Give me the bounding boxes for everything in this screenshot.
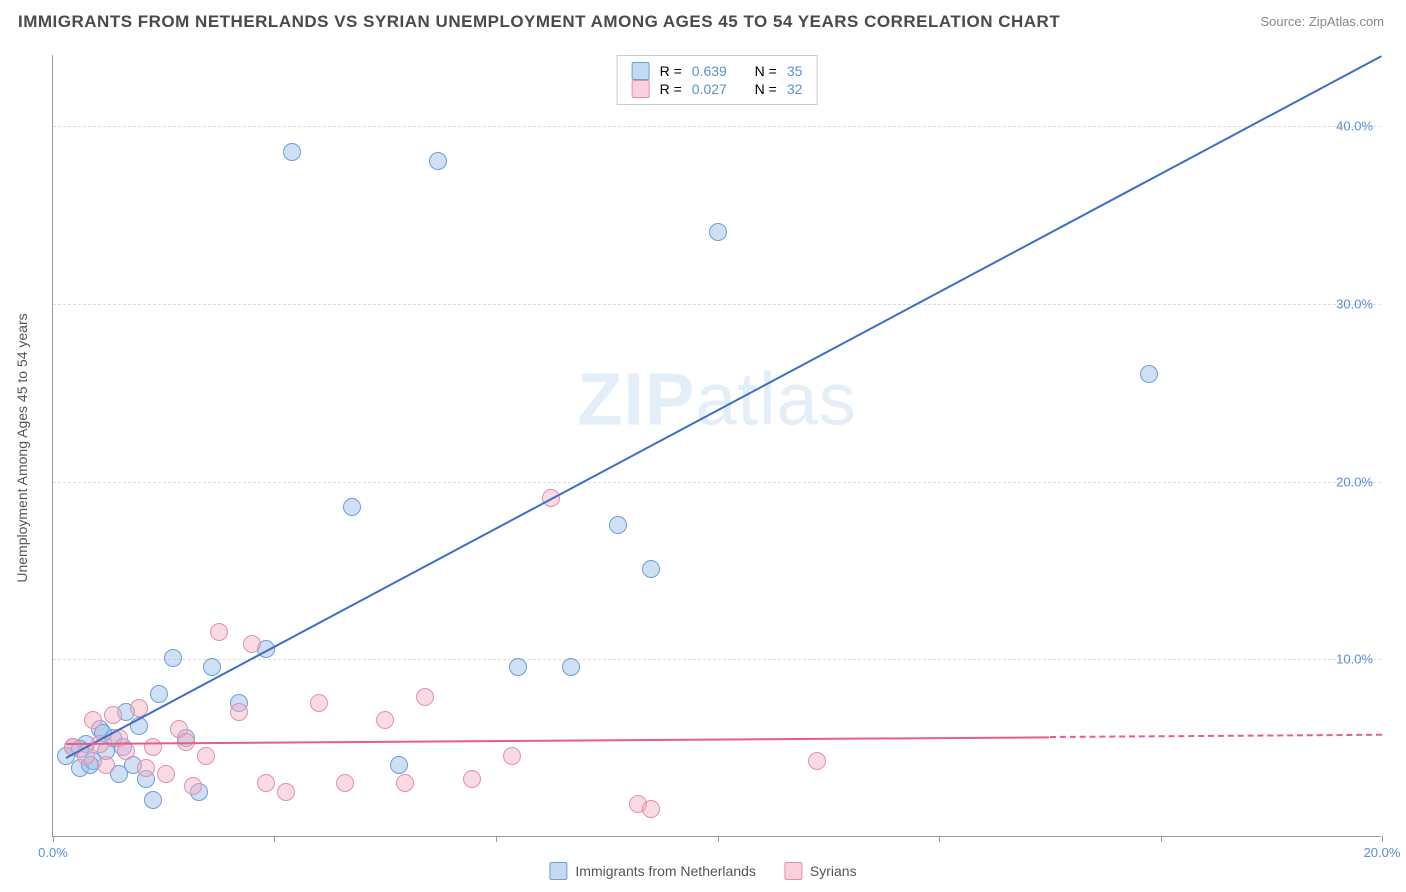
x-tick-mark (1382, 836, 1383, 842)
x-tick-mark (496, 836, 497, 842)
data-point-pink (230, 703, 248, 721)
y-tick-label: 10.0% (1336, 652, 1373, 667)
data-point-blue (390, 756, 408, 774)
data-point-blue (509, 658, 527, 676)
data-point-pink (104, 706, 122, 724)
data-point-pink (376, 711, 394, 729)
x-tick-mark (274, 836, 275, 842)
data-point-blue (343, 498, 361, 516)
trend-line (66, 736, 1049, 745)
data-point-blue (164, 649, 182, 667)
data-point-pink (396, 774, 414, 792)
data-point-blue (429, 152, 447, 170)
data-point-blue (709, 223, 727, 241)
gridline (53, 304, 1381, 305)
data-point-pink (144, 738, 162, 756)
r-value-pink: 0.027 (692, 81, 727, 97)
scatter-plot-area: ZIPatlas R = 0.639 N = 35 R = 0.027 N = … (52, 55, 1381, 837)
swatch-blue-icon (549, 862, 567, 880)
data-point-blue (562, 658, 580, 676)
legend-bottom: Immigrants from Netherlands Syrians (549, 862, 856, 880)
data-point-pink (210, 623, 228, 641)
gridline (53, 482, 1381, 483)
data-point-pink (277, 783, 295, 801)
legend-item-pink: Syrians (784, 862, 857, 880)
data-point-pink (503, 747, 521, 765)
x-tick-label: 20.0% (1364, 845, 1401, 860)
watermark: ZIPatlas (577, 356, 856, 441)
legend-item-blue: Immigrants from Netherlands (549, 862, 756, 880)
x-tick-mark (53, 836, 54, 842)
legend-stats-box: R = 0.639 N = 35 R = 0.027 N = 32 (617, 55, 818, 105)
swatch-pink (632, 80, 650, 98)
data-point-pink (463, 770, 481, 788)
trend-line (66, 55, 1383, 759)
r-value-blue: 0.639 (692, 63, 727, 79)
data-point-pink (642, 800, 660, 818)
data-point-pink (157, 765, 175, 783)
y-axis-label: Unemployment Among Ages 45 to 54 years (14, 313, 30, 582)
x-tick-mark (718, 836, 719, 842)
data-point-pink (84, 711, 102, 729)
data-point-blue (150, 685, 168, 703)
swatch-pink-icon (784, 862, 802, 880)
y-tick-label: 30.0% (1336, 296, 1373, 311)
data-point-blue (144, 791, 162, 809)
data-point-pink (808, 752, 826, 770)
data-point-pink (97, 756, 115, 774)
data-point-blue (283, 143, 301, 161)
data-point-pink (310, 694, 328, 712)
data-point-pink (197, 747, 215, 765)
data-point-pink (184, 777, 202, 795)
y-tick-label: 20.0% (1336, 474, 1373, 489)
x-tick-mark (939, 836, 940, 842)
n-value-pink: 32 (787, 81, 803, 97)
data-point-blue (642, 560, 660, 578)
swatch-blue (632, 62, 650, 80)
legend-row-blue: R = 0.639 N = 35 (632, 62, 803, 80)
x-tick-mark (1161, 836, 1162, 842)
legend-row-pink: R = 0.027 N = 32 (632, 80, 803, 98)
y-tick-label: 40.0% (1336, 119, 1373, 134)
data-point-blue (1140, 365, 1158, 383)
data-point-pink (257, 774, 275, 792)
chart-title: IMMIGRANTS FROM NETHERLANDS VS SYRIAN UN… (18, 12, 1060, 32)
source-credit: Source: ZipAtlas.com (1260, 14, 1384, 29)
data-point-blue (203, 658, 221, 676)
gridline (53, 126, 1381, 127)
n-value-blue: 35 (787, 63, 803, 79)
x-tick-label: 0.0% (38, 845, 68, 860)
data-point-pink (416, 688, 434, 706)
data-point-pink (336, 774, 354, 792)
data-point-pink (137, 759, 155, 777)
trend-line (1050, 734, 1382, 738)
data-point-pink (243, 635, 261, 653)
data-point-blue (609, 516, 627, 534)
